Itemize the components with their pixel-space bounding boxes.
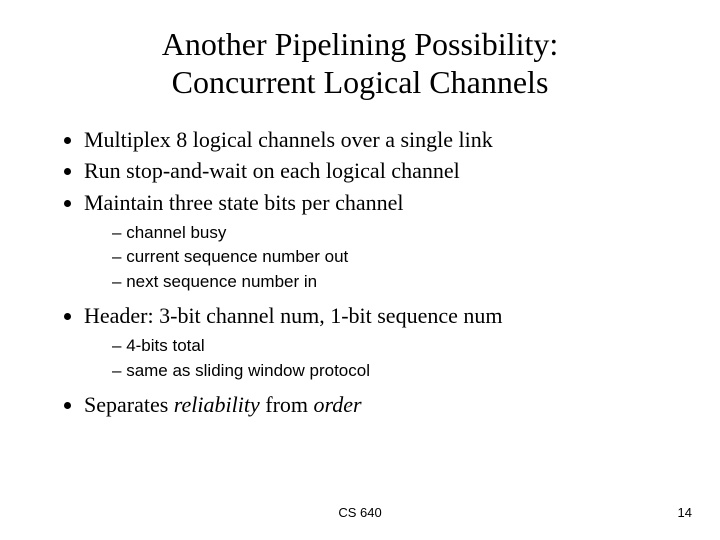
bullet-3-sub-2: current sequence number out xyxy=(112,246,670,267)
bullet-5-pre: Separates xyxy=(84,392,174,417)
bullet-list: Multiplex 8 logical channels over a sing… xyxy=(60,126,670,419)
bullet-2: Run stop-and-wait on each logical channe… xyxy=(84,157,670,185)
footer-course: CS 640 xyxy=(0,505,720,520)
bullet-1: Multiplex 8 logical channels over a sing… xyxy=(84,126,670,154)
bullet-5: Separates reliability from order xyxy=(84,391,670,419)
bullet-5-italic-1: reliability xyxy=(174,392,260,417)
slide: Another Pipelining Possibility: Concurre… xyxy=(0,0,720,540)
footer-page-number: 14 xyxy=(678,505,692,520)
bullet-5-italic-2: order xyxy=(314,392,362,417)
bullet-3: Maintain three state bits per channel ch… xyxy=(84,189,670,292)
bullet-4-sublist: 4-bits total same as sliding window prot… xyxy=(112,335,670,381)
bullet-5-mid: from xyxy=(260,392,314,417)
bullet-3-sublist: channel busy current sequence number out… xyxy=(112,222,670,292)
bullet-3-sub-3: next sequence number in xyxy=(112,271,670,292)
title-line-2: Concurrent Logical Channels xyxy=(172,64,549,100)
bullet-4-text: Header: 3-bit channel num, 1-bit sequenc… xyxy=(84,303,502,328)
bullet-3-sub-1: channel busy xyxy=(112,222,670,243)
bullet-4: Header: 3-bit channel num, 1-bit sequenc… xyxy=(84,302,670,381)
bullet-4-sub-2: same as sliding window protocol xyxy=(112,360,670,381)
slide-title: Another Pipelining Possibility: Concurre… xyxy=(50,26,670,102)
bullet-3-text: Maintain three state bits per channel xyxy=(84,190,404,215)
bullet-4-sub-1: 4-bits total xyxy=(112,335,670,356)
title-line-1: Another Pipelining Possibility: xyxy=(162,26,558,62)
